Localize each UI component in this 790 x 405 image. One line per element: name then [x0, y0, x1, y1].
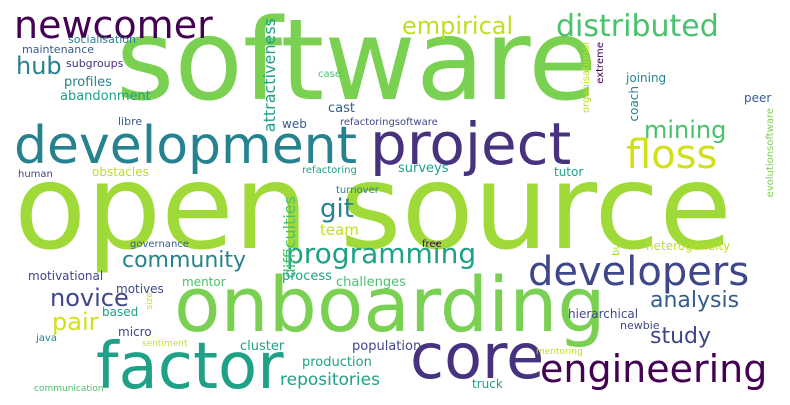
- word-motives: motives: [116, 282, 164, 296]
- word-empirical: empirical: [402, 12, 514, 40]
- word-software: software: [116, 0, 597, 126]
- word-onboarding: onboarding: [174, 260, 606, 349]
- word-newbie: newbie: [620, 319, 660, 332]
- word-micro: micro: [118, 325, 152, 339]
- word-free: free: [422, 239, 442, 250]
- word-organisational: organisational: [581, 42, 592, 114]
- word-difficulties: difficulties: [280, 196, 299, 279]
- word-coach: coach: [627, 86, 641, 122]
- word-open: open: [14, 138, 309, 276]
- word-cluster: cluster: [240, 339, 285, 354]
- word-source: source: [340, 138, 732, 276]
- word-extreme: extreme: [595, 42, 606, 84]
- word-community: community: [122, 248, 247, 273]
- word-java: java: [36, 333, 57, 344]
- word-subgroups: subgroups: [66, 57, 124, 70]
- word-production: production: [302, 355, 372, 370]
- word-study: study: [650, 324, 712, 349]
- word-joining: joining: [626, 71, 667, 85]
- word-refactoringsoftware: refactoringsoftware: [340, 117, 438, 128]
- word-obstacles: obstacles: [92, 165, 149, 179]
- word-hierarchical: hierarchical: [568, 307, 639, 321]
- word-repositories: repositories: [280, 370, 380, 390]
- word-libre: libre: [118, 115, 143, 128]
- word-case: case: [318, 69, 341, 80]
- word-programming: programming: [286, 237, 477, 270]
- word-engineering: engineering: [540, 347, 768, 391]
- word-floss: floss: [626, 132, 718, 178]
- word-cast: cast: [328, 101, 355, 116]
- word-factor: factor: [96, 330, 284, 404]
- word-developers: developers: [528, 249, 750, 295]
- word-maintenance: maintenance: [22, 43, 95, 56]
- word-motivational: motivational: [28, 269, 104, 283]
- word-attractiveness: attractiveness: [260, 18, 279, 133]
- word-socialisation: socialisation: [68, 33, 136, 46]
- word-evolutionsoftware: evolutionsoftware: [765, 108, 776, 198]
- word-challenges: challenges: [336, 275, 406, 290]
- word-truck: truck: [472, 377, 503, 391]
- word-human: human: [18, 169, 53, 180]
- word-team: team: [320, 221, 359, 239]
- word-surveys: surveys: [398, 161, 449, 176]
- word-based: based: [102, 305, 139, 319]
- word-heterogeneity: heterogeneity: [646, 239, 731, 253]
- word-population: population: [352, 339, 422, 354]
- word-web: web: [282, 117, 307, 131]
- word-profiles: profiles: [64, 75, 112, 90]
- word-turnover: turnover: [336, 185, 379, 196]
- word-abandonment: abandonment: [60, 89, 151, 104]
- word-tutor: tutor: [554, 165, 584, 179]
- word-mining: mining: [644, 116, 727, 144]
- word-communication: communication: [34, 384, 104, 394]
- word-development: development: [14, 116, 358, 176]
- word-pair: pair: [52, 308, 99, 336]
- word-newcomer: newcomer: [14, 3, 213, 47]
- word-git: git: [320, 194, 354, 224]
- word-sentiment: sentiment: [142, 339, 188, 349]
- word-mentor: mentor: [182, 275, 226, 289]
- word-project: project: [370, 110, 572, 178]
- word-process: process: [282, 269, 332, 284]
- word-distributed: distributed: [556, 9, 719, 44]
- word-novice: novice: [50, 284, 129, 312]
- word-governance: governance: [130, 239, 189, 250]
- word-core: core: [410, 320, 545, 393]
- word-refactoring: refactoring: [302, 165, 357, 176]
- word-analysis: analysis: [650, 288, 740, 313]
- word-mentoring: mentoring: [536, 347, 583, 357]
- word-bus: bus: [611, 238, 622, 256]
- word-peer: peer: [744, 91, 772, 105]
- word-hub: hub: [16, 52, 62, 80]
